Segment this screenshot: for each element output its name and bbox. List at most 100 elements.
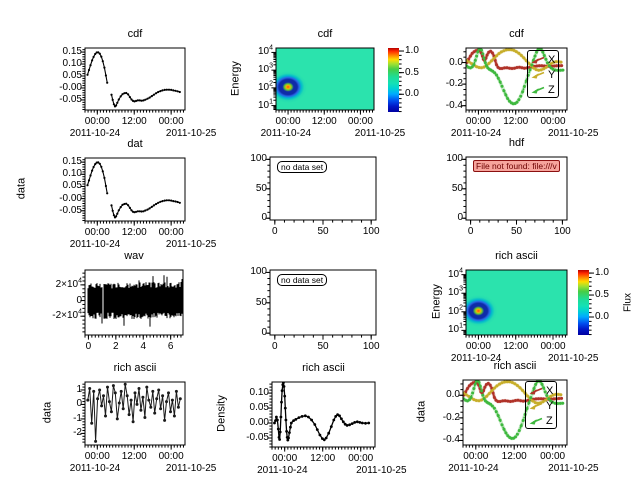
plot-area[interactable] [260, 379, 378, 455]
x-tick-label: 00:00 [540, 116, 566, 127]
x-tick-label: 00:00 [158, 116, 184, 127]
x-tick-label: 6 [167, 341, 174, 352]
x-tick-label: 12:00 [501, 451, 527, 462]
legend-label: Y [546, 399, 554, 412]
x-tick-label: 00:00 [84, 451, 110, 462]
y-tick-label: 104 [257, 45, 273, 58]
colorbar-gradient [578, 270, 589, 335]
legend-item-y: Y [530, 67, 555, 82]
y-tick-label: -1 [73, 412, 82, 424]
plot-title: rich ascii [113, 362, 157, 374]
plot-title: rich ascii [495, 250, 538, 262]
y-tick-label: 101 [447, 323, 463, 336]
plot-area[interactable] [258, 154, 379, 228]
legend-item-x: X [530, 52, 555, 67]
x-tick-label: 4 [140, 341, 147, 352]
colorbar-tick-label: 0.0 [595, 310, 609, 322]
colorbar[interactable]: 1.0 0.5 0.0 Flux [578, 267, 640, 336]
y-tick-label: -0.4 [445, 99, 463, 111]
y-axis-label: data [15, 177, 28, 200]
plot-area[interactable] [73, 267, 186, 343]
x-tick-label: 00:00 [275, 116, 301, 127]
date-label: 2011-10-25 [165, 239, 217, 250]
legend-arrow-icon [531, 71, 545, 79]
no-data-badge: no data set [277, 161, 328, 173]
y-tick-label: 0 [261, 212, 267, 224]
legend-label: Y [548, 68, 556, 81]
y-tick-label: 0 [76, 398, 82, 410]
date-label: 2011-10-24 [69, 239, 121, 250]
y-tick-label: -0.00 [59, 81, 82, 93]
y-tick-label: -0.2 [445, 78, 463, 90]
date-label: 2011-10-24 [450, 128, 502, 139]
y-tick-label: 0.05 [249, 402, 269, 414]
colorbar[interactable]: 1.0 0.5 0.0 [388, 45, 450, 113]
x-tick-label: 50 [510, 226, 523, 237]
x-tick-label: 12:00 [121, 451, 147, 462]
x-tick-label: 12:00 [121, 227, 147, 238]
plot-title: cdf [509, 28, 524, 40]
x-tick-label: 12:00 [311, 116, 337, 127]
plot-area[interactable] [451, 377, 570, 453]
y-tick-label: 0.10 [62, 58, 82, 70]
x-tick-label: 12:00 [310, 453, 336, 464]
x-tick-label: 00:00 [84, 227, 110, 238]
plot-area[interactable] [454, 154, 570, 228]
colorbar-gradient [388, 48, 399, 112]
y-tick-label: 100 [250, 266, 267, 278]
y-tick-label: 0.10 [249, 387, 269, 399]
x-tick-label: 00:00 [84, 116, 110, 127]
plot-area[interactable] [454, 45, 570, 118]
legend-item-z: Z [530, 82, 555, 97]
plot-area[interactable] [258, 267, 379, 343]
y-tick-label: -0.00 [59, 192, 82, 204]
date-label: 2011-10-24 [260, 128, 312, 139]
colorbar-axis-label: Flux [622, 292, 634, 312]
x-tick-label: 00:00 [158, 227, 184, 238]
x-tick-label: 100 [362, 226, 380, 237]
y-tick-label: 0.05 [62, 180, 82, 192]
x-tick-label: 0 [272, 341, 278, 352]
legend-arrow-icon [529, 402, 543, 410]
y-axis-label: Energy [430, 284, 443, 319]
date-label: 2011-10-25 [354, 128, 406, 139]
x-tick-label: 00:00 [272, 453, 298, 464]
y-tick-label: 2×104 [55, 277, 82, 290]
colorbar-tick-label: 0.5 [595, 289, 609, 301]
plot-area[interactable] [454, 267, 570, 343]
plot-area[interactable] [73, 379, 188, 453]
y-tick-label: 102 [257, 80, 273, 93]
legend-label: X [546, 384, 554, 397]
date-label: 2011-10-25 [547, 353, 599, 364]
y-tick-label: 104 [447, 267, 463, 280]
date-label: 2011-10-25 [165, 463, 217, 474]
y-tick-label: 0.00 [249, 417, 269, 429]
plot-area[interactable] [264, 45, 377, 118]
y-tick-label: 102 [447, 304, 463, 317]
x-tick-label: 12:00 [121, 116, 147, 127]
y-tick-label: -0.05 [59, 93, 82, 105]
plot-area[interactable] [73, 45, 188, 118]
legend-arrow-icon [531, 86, 545, 94]
y-tick-label: 0.15 [62, 46, 82, 58]
legend-label: Z [548, 83, 555, 96]
legend-arrow-icon [529, 417, 543, 425]
plot-area[interactable] [73, 155, 188, 229]
y-tick-label: 0.10 [62, 168, 82, 180]
date-label: 2011-10-24 [69, 128, 121, 139]
y-tick-label: 0 [76, 294, 82, 306]
colorbar-tick-label: 1.0 [595, 267, 609, 279]
y-tick-label: -2 [73, 427, 82, 439]
y-tick-label: 103 [447, 285, 463, 299]
y-tick-label: 0.0 [449, 56, 463, 68]
x-tick-label: 12:00 [503, 341, 529, 352]
x-tick-label: 2 [113, 341, 119, 352]
legend-label: Z [546, 414, 553, 427]
colorbar-tick-label: 1.0 [405, 45, 419, 57]
y-tick-label: 103 [257, 62, 273, 76]
plot-title: cdf [317, 28, 333, 40]
x-tick-label: 00:00 [348, 453, 374, 464]
